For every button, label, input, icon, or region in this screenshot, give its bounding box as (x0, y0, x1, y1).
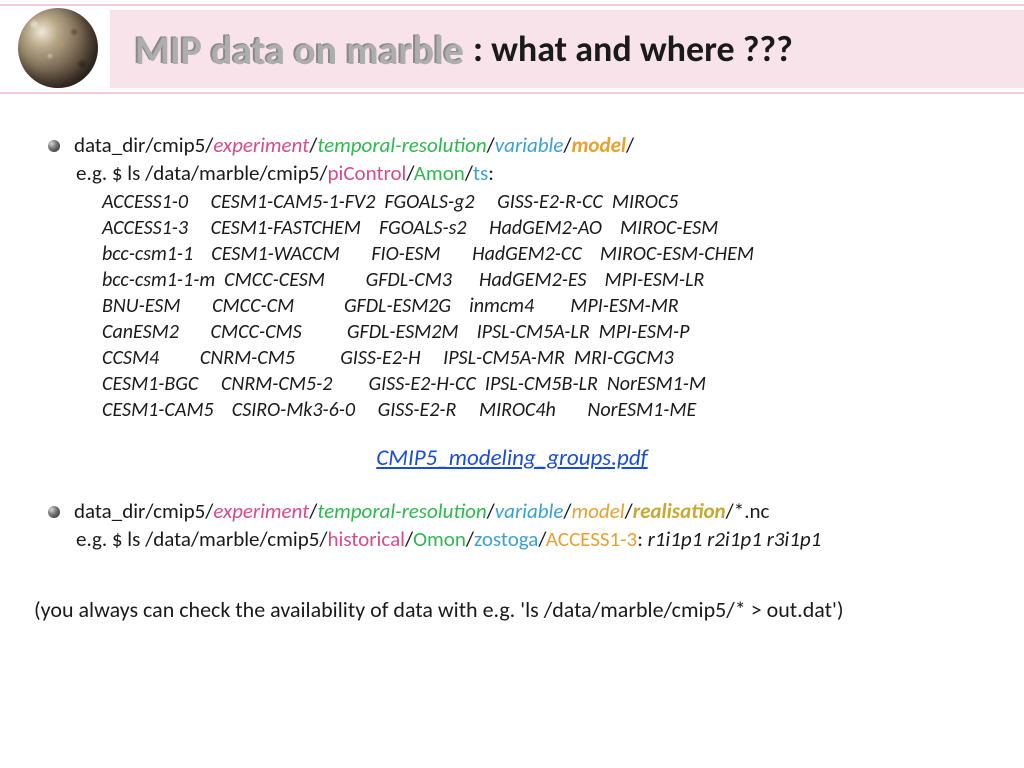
slide-body: data_dir/cmip5/experiment/temporal-resol… (0, 98, 1024, 624)
cmip5-pdf-link[interactable]: CMIP5_modeling_groups.pdf (376, 444, 647, 472)
bullet-item: data_dir/cmip5/experiment/temporal-resol… (48, 498, 990, 526)
model-listing: ACCESS1-0 CESM1-CAM5-1-FV2 FGOALS-g2 GIS… (102, 189, 990, 423)
example-1: e.g. $ ls /data/marble/cmip5/piControl/A… (76, 160, 990, 188)
example-2: e.g. $ ls /data/marble/cmip5/historical/… (76, 526, 990, 554)
path-template-1: data_dir/cmip5/experiment/temporal-resol… (74, 132, 634, 160)
footer-note: (you always can check the availability o… (34, 595, 990, 624)
header-rule-top (0, 4, 1024, 6)
bullet-icon (48, 506, 60, 518)
header-rule-bottom (0, 92, 1024, 94)
bullet-icon (48, 140, 60, 152)
path-template-2: data_dir/cmip5/experiment/temporal-resol… (74, 498, 769, 526)
slide-title-suffix: : what and where ??? (473, 27, 793, 71)
slide-title-main: MIP data on marble (134, 25, 463, 74)
title-band: MIP data on marble : what and where ??? (110, 10, 1024, 88)
slide-header: MIP data on marble : what and where ??? (0, 0, 1024, 98)
bullet-item: data_dir/cmip5/experiment/temporal-resol… (48, 132, 990, 160)
pdf-link-row: CMIP5_modeling_groups.pdf (34, 443, 990, 473)
marble-sphere-icon (18, 8, 98, 88)
